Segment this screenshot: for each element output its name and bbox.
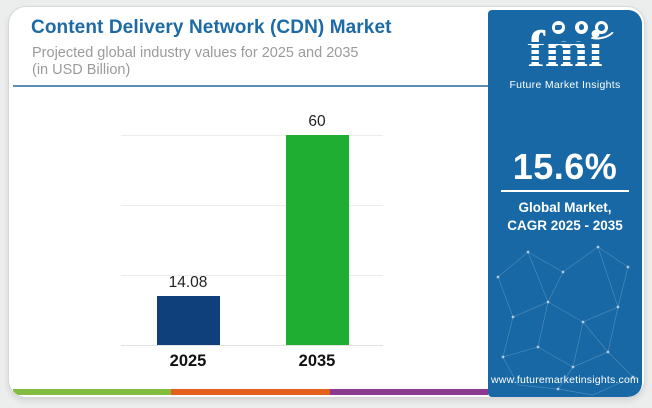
map-icon (552, 21, 565, 34)
bar-chart: 14.08 60 2025 2035 (9, 7, 644, 397)
balloon-icon (575, 21, 588, 34)
cagr-label-line2: CAGR 2025 - 2035 (507, 218, 623, 233)
x-axis-label-2035: 2035 (298, 352, 336, 370)
value-label-2035: 60 (308, 113, 326, 130)
bar-2035 (286, 135, 349, 345)
network-pattern (496, 245, 635, 396)
logo-stripe (510, 72, 620, 74)
gridline-60 (121, 135, 383, 136)
cagr-divider (501, 190, 629, 192)
x-axis-label-2025: 2025 (169, 352, 207, 370)
cagr-value: 15.6% (512, 146, 618, 187)
value-label-2025: 14.08 (168, 274, 208, 291)
sidebar-panel: fmi Future Market Insights 15.6% Global … (488, 10, 642, 397)
footer-stripe-orange (171, 389, 330, 395)
page-title: Content Delivery Network (CDN) Market (31, 17, 392, 38)
globe-icon (595, 21, 608, 34)
fmi-logo-text: fmi (488, 22, 642, 78)
map-icon-glyph (555, 25, 562, 30)
chart-subtitle-line2: (in USD Billion) (32, 62, 131, 78)
x-axis-baseline (121, 345, 383, 346)
fmi-logo-subtext: Future Market Insights (509, 79, 621, 91)
logo-stripe (510, 42, 620, 44)
infographic-card: Content Delivery Network (CDN) Market Pr… (8, 6, 645, 398)
logo-stripe (510, 54, 620, 56)
logo-stripe (510, 48, 620, 50)
logo-stripe (510, 66, 620, 68)
footer-stripe (13, 389, 488, 395)
balloon-icon-glyph (579, 24, 584, 30)
chart-subtitle: Projected global industry values for 202… (32, 45, 358, 79)
header-divider (13, 85, 488, 87)
gridline-40 (121, 205, 383, 206)
footer-stripe-green (13, 389, 172, 395)
cagr-label-line1: Global Market, (518, 200, 612, 215)
website-link[interactable]: www.futuremarketinsights.com (491, 374, 639, 386)
gridline-20 (121, 275, 383, 276)
logo-stripe (510, 60, 620, 62)
chart-subtitle-line1: Projected global industry values for 202… (32, 45, 359, 61)
footer-stripe-purple (329, 389, 488, 395)
bar-2025 (157, 296, 220, 345)
globe-icon-glyph (598, 24, 605, 31)
fmi-logo: fmi Future Market Insights (488, 18, 642, 92)
